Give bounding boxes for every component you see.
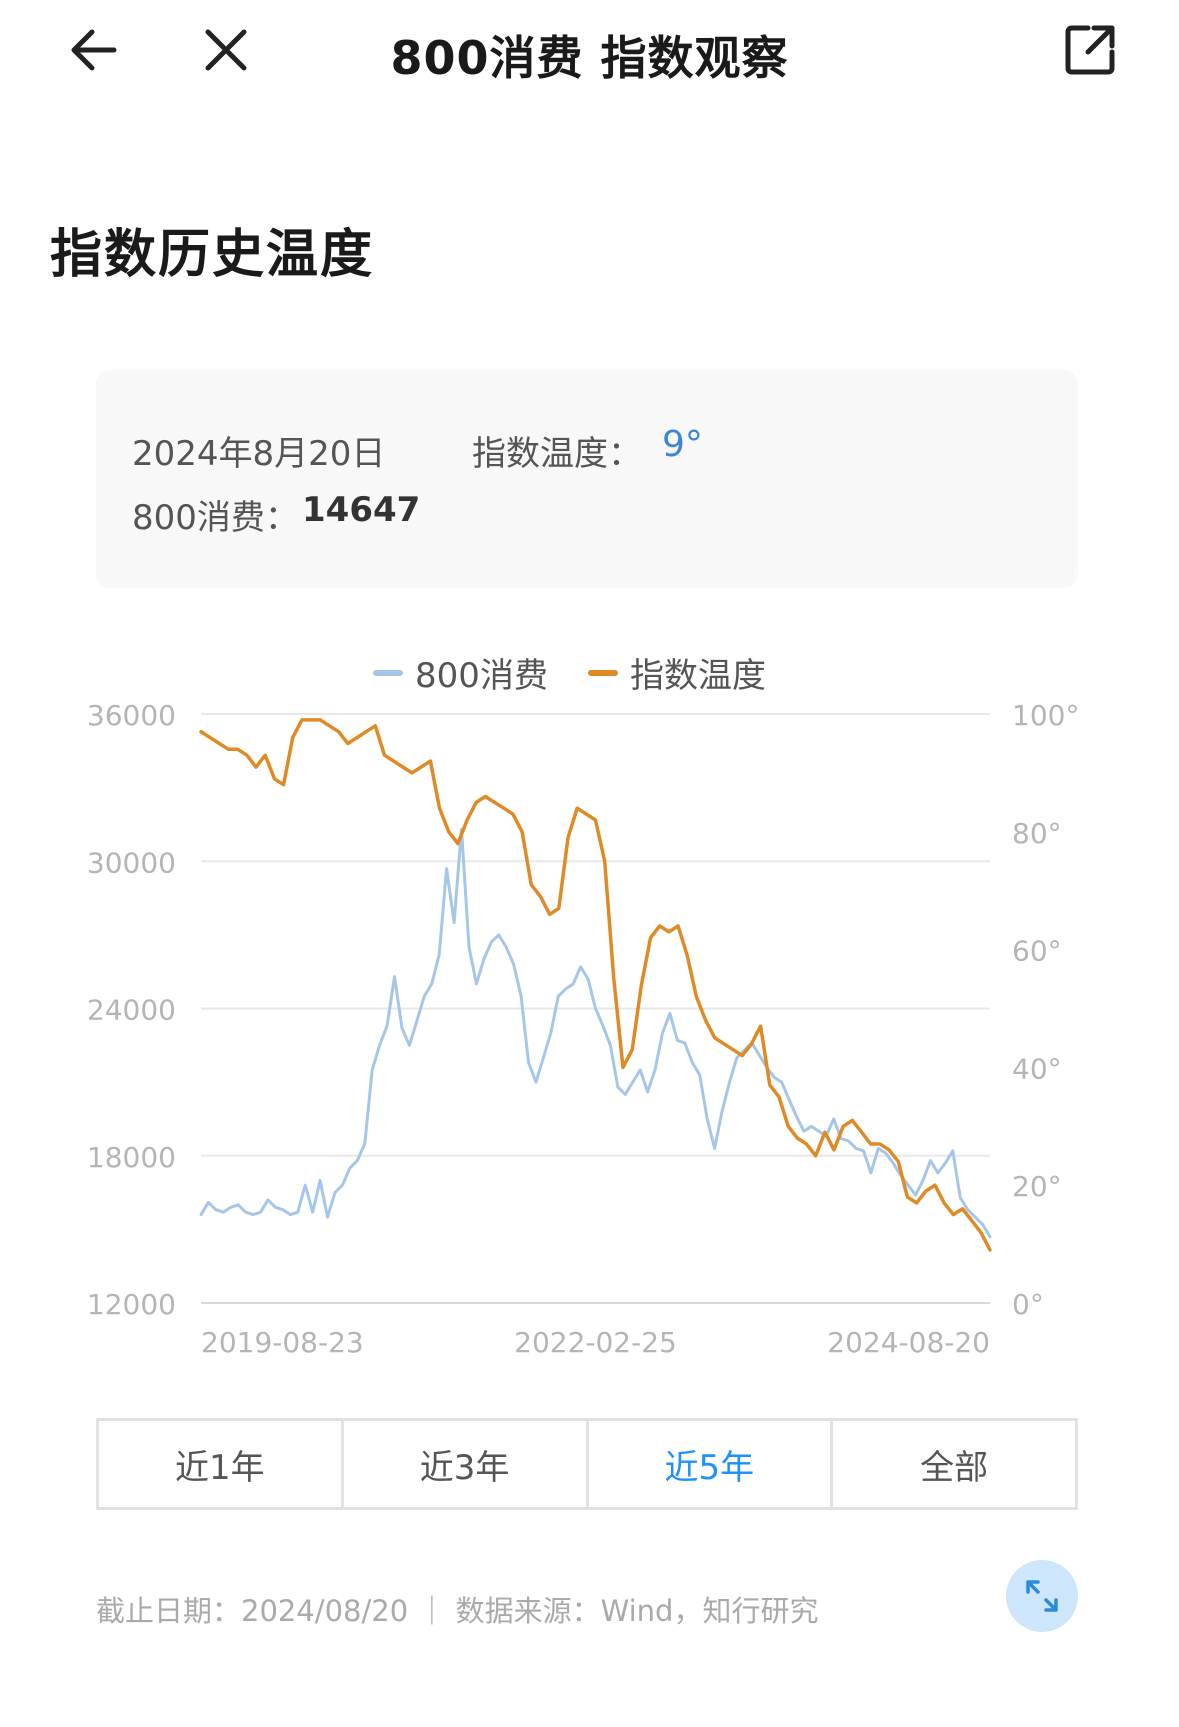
legend-label-temperature: 指数温度	[629, 656, 766, 696]
arrow-left-icon	[71, 29, 117, 71]
legend-swatch-temperature	[587, 669, 618, 676]
x-tick-label: 2019-08-23	[201, 1326, 364, 1359]
share-icon	[1065, 25, 1115, 75]
history-temperature-chart: 800消费 指数温度 36000 30000 24000 18000 12000 100°…	[0, 630, 1179, 1370]
y-left-tick-label: 18000	[87, 1141, 176, 1174]
share-button[interactable]	[1058, 18, 1122, 82]
top-nav-bar: 800消费 指数观察	[0, 0, 1179, 110]
back-button[interactable]	[62, 18, 126, 82]
expand-icon	[1026, 1580, 1058, 1612]
x-tick-label: 2022-02-25	[514, 1326, 677, 1359]
tab-5-years[interactable]: 近5年	[589, 1421, 834, 1507]
legend-swatch-index	[373, 669, 404, 676]
y-right-tick-label: 20°	[1012, 1170, 1062, 1203]
series-line-temperature	[199, 718, 992, 1252]
section-title: 指数历史温度	[50, 225, 375, 285]
y-right-tick-label: 0°	[1012, 1288, 1044, 1321]
y-left-tick-label: 24000	[87, 994, 176, 1027]
y-left-tick-label: 30000	[87, 846, 176, 879]
chart-legend: 800消费 指数温度	[0, 648, 1179, 697]
y-right-tick-label: 40°	[1012, 1052, 1062, 1085]
y-right-tick-label: 80°	[1012, 817, 1062, 850]
tab-3-years[interactable]: 近3年	[344, 1421, 589, 1507]
series-line-index	[199, 827, 992, 1239]
page-title: 800消费 指数观察	[390, 31, 789, 85]
y-left-tick-label: 12000	[87, 1288, 176, 1321]
tab-all[interactable]: 全部	[920, 1447, 989, 1488]
temperature-value: 9°	[662, 424, 703, 465]
legend-item-index[interactable]: 800消费	[373, 648, 548, 697]
index-value: 14647	[302, 490, 421, 530]
chart-svg: 36000 30000 24000 18000 12000 100° 80° 60° 40° 20…	[87, 699, 1080, 1359]
range-tabs: 近1年 近3年 近5年 全部	[96, 1418, 1078, 1510]
y-right-tick-label: 60°	[1012, 935, 1062, 968]
y-right-tick-label: 100°	[1012, 699, 1079, 732]
index-label: 800消费：	[132, 498, 299, 538]
temperature-label: 指数温度：	[472, 434, 642, 474]
x-tick-label: 2024-08-20	[827, 1326, 990, 1359]
data-source-footer: 截止日期：2024/08/20 ｜ 数据来源：Wind，知行研究	[96, 1594, 819, 1628]
legend-label-index: 800消费	[415, 656, 548, 696]
tab-1-year[interactable]: 近1年	[99, 1421, 344, 1507]
expand-button[interactable]	[1006, 1560, 1078, 1632]
close-button[interactable]	[194, 18, 258, 82]
legend-item-temperature[interactable]: 指数温度	[587, 648, 766, 697]
info-card: 2024年8月20日 指数温度： 9° 800消费： 14647	[96, 370, 1078, 588]
info-date: 2024年8月20日	[132, 434, 386, 474]
close-icon	[205, 29, 247, 71]
y-left-tick-label: 36000	[87, 699, 176, 732]
